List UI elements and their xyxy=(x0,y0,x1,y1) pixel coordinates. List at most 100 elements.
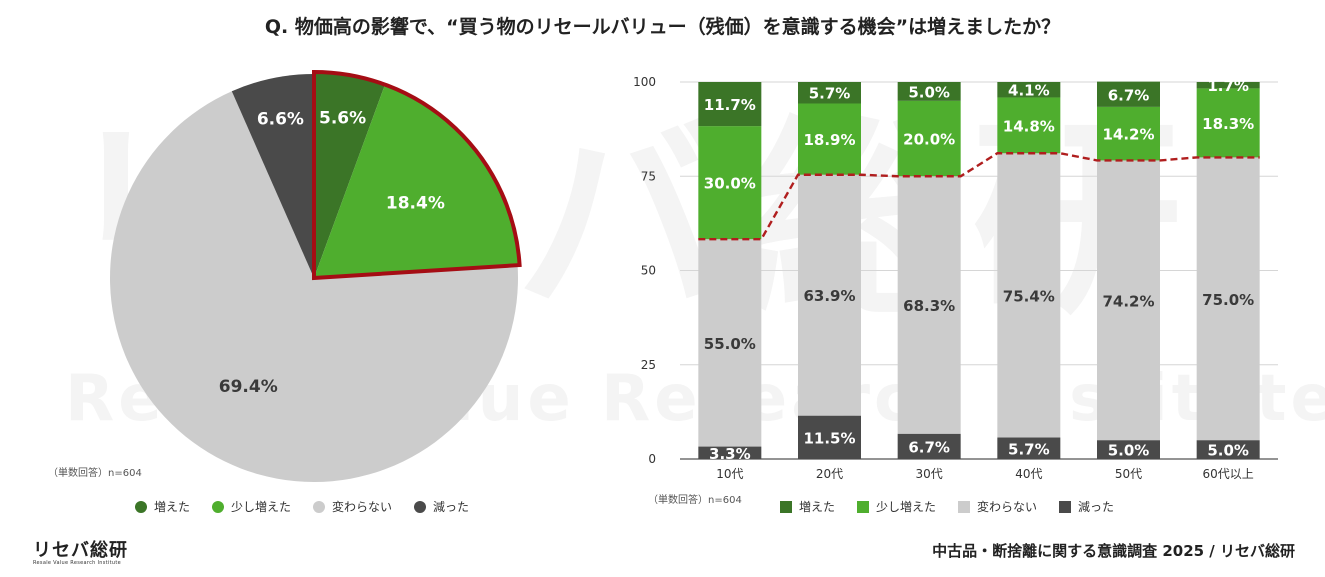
bar-label-unchanged: 55.0% xyxy=(704,335,756,353)
bar-label-unchanged: 68.3% xyxy=(903,297,955,315)
bar-legend-item-increased: 増えた xyxy=(780,498,835,515)
bar-label-decreased: 3.3% xyxy=(709,445,751,463)
pie-note: （単数回答）n=604 xyxy=(48,468,142,479)
pie-legend: 増えた 少し増えた 変わらない 減った xyxy=(135,498,491,515)
bar-seg-unchanged xyxy=(698,239,762,447)
bar-legend-label-decreased: 減った xyxy=(1078,500,1115,514)
pie-label-slightly-increased: 18.4% xyxy=(386,193,445,213)
bar-seg-increased xyxy=(997,82,1061,98)
bar-seg-decreased xyxy=(1097,440,1160,459)
bar-seg-increased xyxy=(1097,81,1160,107)
bar-legend-item-slightly-increased: 少し増えた xyxy=(857,498,936,515)
bar-legend: 増えた 少し増えた 変わらない 減った xyxy=(780,498,1136,515)
pie-label-unchanged: 69.4% xyxy=(219,377,278,397)
bar-seg-unchanged xyxy=(798,174,861,416)
logo: リセバ総研 Resale Value Research Institute xyxy=(33,536,128,566)
bar-seg-decreased xyxy=(1196,440,1260,459)
bar-seg-slightly-increased xyxy=(1196,88,1260,158)
legend-swatch-decreased xyxy=(414,500,427,513)
bar-label-slightly-increased: 18.9% xyxy=(803,131,855,149)
bar-label-increased: 6.7% xyxy=(1108,86,1150,104)
bar-seg-increased xyxy=(897,82,961,101)
x-tick-label: 30代 xyxy=(916,467,943,481)
bar-seg-unchanged xyxy=(897,176,961,434)
bar-seg-unchanged xyxy=(1196,157,1260,441)
x-tick-label: 40代 xyxy=(1015,467,1042,481)
bar-seg-slightly-increased xyxy=(698,126,762,240)
bar-label-unchanged: 63.9% xyxy=(803,287,855,305)
y-tick-label: 0 xyxy=(648,452,656,466)
bar-seg-increased xyxy=(1196,82,1260,89)
pie-highlight-outline xyxy=(312,69,522,281)
x-tick-label: 60代以上 xyxy=(1203,467,1254,481)
pie-label-decreased: 6.6% xyxy=(257,109,304,129)
bar-label-slightly-increased: 20.0% xyxy=(903,131,955,149)
pie-slice-unchanged xyxy=(110,91,518,482)
bar-label-unchanged: 74.2% xyxy=(1102,292,1154,310)
chart-title: Q. 物価高の影響で、“買う物のリセールバリュー（残価）を意識する機会”は増えま… xyxy=(264,16,1061,38)
bar-seg-decreased xyxy=(698,446,762,459)
y-tick-label: 50 xyxy=(641,264,656,278)
bar-seg-slightly-increased xyxy=(798,103,861,175)
bar-label-slightly-increased: 14.8% xyxy=(1003,117,1055,135)
legend-swatch-increased xyxy=(135,500,147,513)
logo-jp: リセバ総研 xyxy=(33,540,128,561)
legend-item-decreased: 減った xyxy=(414,498,469,515)
bar-legend-label-increased: 増えた xyxy=(799,500,836,514)
bar-legend-swatch-decreased xyxy=(1059,500,1072,513)
bar-seg-slightly-increased xyxy=(997,97,1061,154)
legend-swatch-slightly-increased xyxy=(212,500,225,513)
x-tick-label: 10代 xyxy=(716,467,743,481)
unchanged-top-dashed-line xyxy=(698,152,1260,241)
legend-swatch-unchanged xyxy=(313,500,326,513)
bar-label-increased: 1.7% xyxy=(1207,77,1249,95)
bar-legend-label-slightly-increased: 少し増えた xyxy=(876,500,937,514)
bar-label-increased: 4.1% xyxy=(1008,82,1050,100)
x-tick-label: 20代 xyxy=(816,467,843,481)
legend-item-increased: 増えた xyxy=(135,498,190,515)
bar-legend-item-decreased: 減った xyxy=(1059,498,1114,515)
bar-label-slightly-increased: 30.0% xyxy=(704,175,756,193)
bar-label-decreased: 5.7% xyxy=(1008,440,1050,458)
legend-item-slightly-increased: 少し増えた xyxy=(212,498,291,515)
y-tick-label: 75 xyxy=(641,169,656,183)
y-tick-label: 100 xyxy=(633,75,656,89)
bar-seg-slightly-increased xyxy=(897,100,961,177)
bar-label-unchanged: 75.0% xyxy=(1202,291,1254,309)
bar-legend-swatch-unchanged xyxy=(958,500,971,513)
x-tick-label: 50代 xyxy=(1115,467,1142,481)
bar-seg-slightly-increased xyxy=(1097,106,1160,161)
bar-legend-swatch-increased xyxy=(780,500,792,513)
bar-seg-decreased xyxy=(897,433,961,459)
bar-seg-unchanged xyxy=(997,153,1061,438)
pie-slice-increased xyxy=(314,72,385,278)
bar-label-decreased: 5.0% xyxy=(1207,442,1249,460)
bar-label-increased: 5.0% xyxy=(908,83,950,101)
y-tick-label: 25 xyxy=(641,358,656,372)
legend-label-decreased: 減った xyxy=(433,500,470,514)
legend-label-slightly-increased: 少し増えた xyxy=(231,500,292,514)
pie-label-increased: 5.6% xyxy=(319,108,366,128)
bar-legend-swatch-slightly-increased xyxy=(857,500,870,513)
pie-slice-decreased xyxy=(231,74,314,278)
bar-legend-label-unchanged: 変わらない xyxy=(977,500,1038,514)
bar-note: （単数回答）n=604 xyxy=(648,495,742,506)
bar-seg-decreased xyxy=(798,415,861,459)
bar-label-decreased: 6.7% xyxy=(908,438,950,456)
bar-label-slightly-increased: 14.2% xyxy=(1102,126,1154,144)
bar-label-decreased: 5.0% xyxy=(1108,442,1150,460)
bar-legend-item-unchanged: 変わらない xyxy=(958,498,1037,515)
bar-label-increased: 5.7% xyxy=(809,85,851,103)
pie-slice-slightly-increased xyxy=(314,84,520,279)
bar-label-decreased: 11.5% xyxy=(803,429,855,447)
bar-seg-unchanged xyxy=(1097,160,1160,441)
legend-label-unchanged: 変わらない xyxy=(332,500,393,514)
legend-label-increased: 増えた xyxy=(154,500,191,514)
bar-label-increased: 11.7% xyxy=(704,96,756,114)
source-text: 中古品・断捨離に関する意識調査 2025 / リセバ総研 xyxy=(932,542,1295,560)
bar-label-slightly-increased: 18.3% xyxy=(1202,115,1254,133)
bar-seg-increased xyxy=(798,82,861,104)
logo-en: Resale Value Research Institute xyxy=(33,560,121,566)
